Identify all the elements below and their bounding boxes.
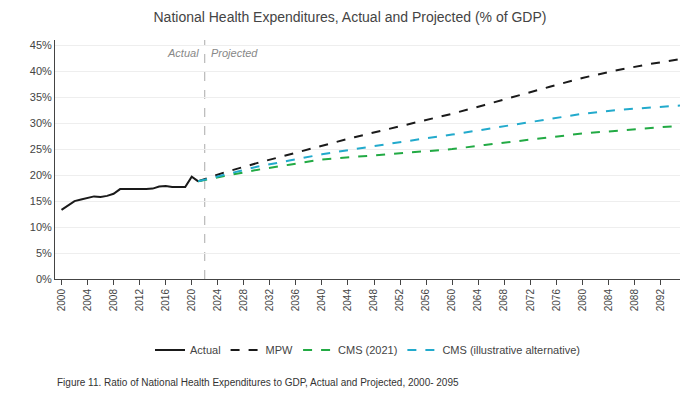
svg-text:MPW: MPW [266,344,294,356]
svg-text:2072: 2072 [525,289,536,312]
svg-text:2016: 2016 [160,289,171,312]
svg-text:2020: 2020 [186,289,197,312]
svg-text:Actual: Actual [190,344,221,356]
svg-text:2012: 2012 [134,289,145,312]
svg-text:2088: 2088 [629,289,640,312]
svg-text:25%: 25% [30,143,52,155]
svg-text:2064: 2064 [472,289,483,312]
svg-text:35%: 35% [30,91,52,103]
svg-text:2000: 2000 [56,289,67,312]
svg-text:2048: 2048 [368,289,379,312]
svg-text:2024: 2024 [212,289,223,312]
svg-text:2004: 2004 [82,289,93,312]
svg-text:CMS (2021): CMS (2021) [338,344,397,356]
svg-text:0%: 0% [36,273,52,285]
svg-text:CMS (illustrative alternative): CMS (illustrative alternative) [442,344,580,356]
svg-text:2084: 2084 [603,289,614,312]
svg-text:2092: 2092 [655,289,666,312]
svg-text:2036: 2036 [290,289,301,312]
svg-text:45%: 45% [30,39,52,51]
svg-text:National Health Expenditures,: National Health Expenditures, Actual and… [154,9,547,25]
svg-text:40%: 40% [30,65,52,77]
svg-text:5%: 5% [36,247,52,259]
svg-text:2056: 2056 [420,289,431,312]
svg-text:Actual: Actual [167,47,199,59]
svg-text:Projected: Projected [211,47,258,59]
svg-text:2052: 2052 [394,289,405,312]
svg-text:2028: 2028 [238,289,249,312]
svg-text:15%: 15% [30,195,52,207]
svg-text:2040: 2040 [316,289,327,312]
svg-text:30%: 30% [30,117,52,129]
svg-text:10%: 10% [30,221,52,233]
svg-text:2008: 2008 [108,289,119,312]
svg-text:2060: 2060 [446,289,457,312]
svg-text:Figure 11. Ratio of National H: Figure 11. Ratio of National Health Expe… [57,377,459,388]
svg-text:2032: 2032 [264,289,275,312]
svg-text:2080: 2080 [577,289,588,312]
svg-text:2068: 2068 [498,289,509,312]
svg-text:2076: 2076 [551,289,562,312]
svg-text:20%: 20% [30,169,52,181]
svg-text:2044: 2044 [342,289,353,312]
